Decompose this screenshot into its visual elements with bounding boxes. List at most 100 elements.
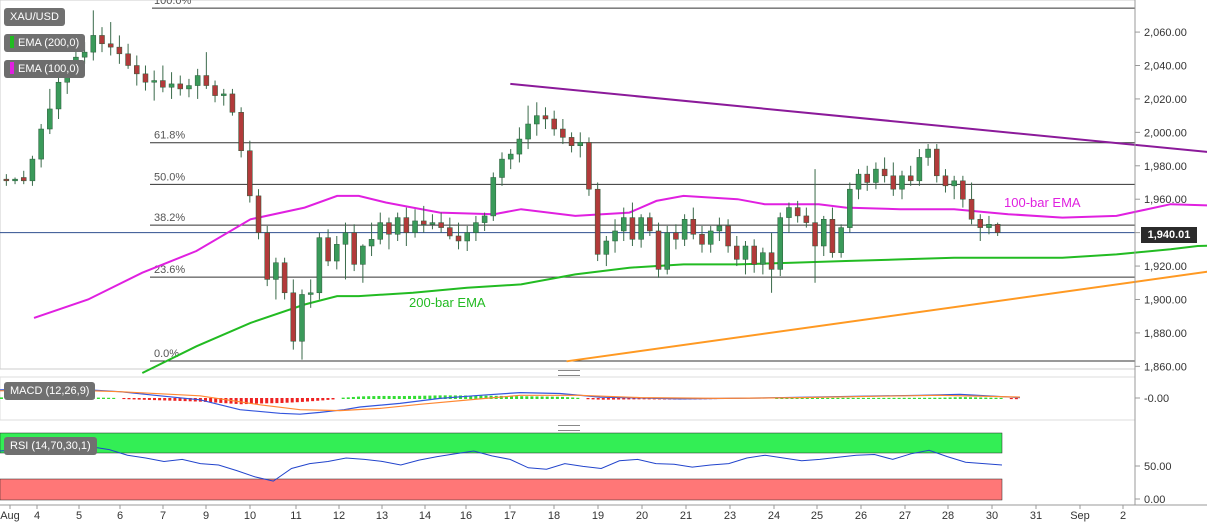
candle-body [734, 245, 740, 260]
macd-histogram-bar [173, 398, 177, 401]
x-tick-label: 18 [548, 510, 560, 522]
rsi-line [0, 444, 1003, 482]
macd-histogram-bar [96, 397, 100, 399]
candle-body [386, 222, 392, 235]
candle-body [151, 80, 157, 83]
macd-histogram-bar [555, 396, 559, 399]
macd-histogram-bar [627, 398, 631, 400]
candle-body [742, 245, 749, 260]
candle-body [638, 217, 644, 240]
macd-histogram-bar [826, 397, 830, 399]
macd-histogram-bar [974, 397, 978, 399]
candle-body [299, 294, 305, 342]
candle-body [160, 80, 166, 88]
macd-histogram-bar [239, 398, 243, 405]
macd-histogram-bar [158, 398, 162, 401]
macd-histogram-bar [183, 398, 187, 402]
macd-histogram-bar [153, 398, 156, 401]
macd-histogram-bar [270, 398, 274, 404]
candle-body [716, 225, 723, 232]
candle-body [664, 232, 670, 270]
macd-histogram-bar [438, 395, 442, 399]
macd-histogram-bar [214, 398, 218, 403]
rsi-badge[interactable]: RSI (14,70,30,1) [4, 437, 97, 455]
candle-body [699, 234, 705, 245]
rsi-overbought-band [0, 432, 1003, 454]
macd-histogram-bar [775, 397, 779, 399]
macd-histogram-bar [351, 396, 355, 399]
macd-badge[interactable]: MACD (12,26,9) [4, 382, 96, 400]
macd-histogram-bar [861, 397, 865, 399]
ema200-annotation: 200-bar EMA [409, 295, 486, 310]
macd-panel [0, 376, 1136, 421]
upper-trendline [510, 82, 1207, 153]
signal-line [0, 389, 1021, 412]
x-tick-label: 11 [290, 510, 301, 522]
macd-histogram-bar [989, 397, 993, 399]
candle-body [968, 198, 975, 220]
macd-histogram-bar [377, 395, 381, 399]
ema100-annotation: 100-bar EMA [1004, 195, 1081, 210]
macd-histogram-bar [147, 398, 151, 400]
macd-histogram-bar [958, 397, 962, 399]
candle-body [925, 148, 931, 158]
x-tick-label: 31 [1030, 510, 1042, 522]
candle-body [690, 219, 697, 235]
macd-histogram-bar [622, 398, 626, 400]
ema100-line [33, 194, 1207, 319]
y-tick-label: 2,040.00 [1144, 61, 1187, 73]
candle-body [3, 178, 10, 182]
fib-label: 50.0% [154, 171, 185, 183]
rsi-label: RSI (14,70,30,1) [10, 440, 91, 452]
macd-histogram-bar [413, 395, 417, 399]
macd-histogram-bar [275, 398, 279, 404]
macd-histogram-bar [525, 396, 529, 399]
x-tick-label: 27 [899, 510, 911, 522]
macd-histogram-bar [872, 397, 876, 399]
candle-body [368, 239, 375, 247]
candle-body [464, 232, 470, 242]
candle-body [186, 85, 192, 90]
candle-body [603, 240, 610, 255]
candle-body [107, 43, 114, 48]
macd-histogram-bar [841, 397, 845, 399]
ema100-badge[interactable]: EMA (100,0) [4, 60, 86, 78]
macd-histogram-bar [1009, 398, 1013, 400]
macd-histogram-bar [464, 395, 468, 399]
macd-histogram-bar [948, 397, 952, 399]
candle-body [820, 219, 827, 247]
x-tick-label: 23 [724, 510, 736, 522]
current-price-label: 1,940.01 [1141, 227, 1197, 243]
symbol-badge[interactable]: XAU/USD [4, 8, 65, 26]
ema100-swatch [10, 62, 14, 74]
macd-histogram-bar [928, 397, 932, 399]
rsi-resize-handle[interactable] [558, 425, 580, 431]
x-tick-label: 28 [942, 510, 954, 522]
macd-histogram-bar [856, 397, 860, 399]
macd-histogram-bar [831, 397, 835, 399]
x-tick-label: 16 [460, 510, 472, 522]
macd-histogram-bar [821, 397, 825, 399]
macd-histogram-bar [530, 396, 534, 399]
macd-histogram-bar [515, 396, 519, 399]
candle-body [447, 227, 453, 237]
macd-resize-handle[interactable] [558, 370, 580, 376]
macd-histogram-bar [372, 396, 376, 399]
candle-body [994, 224, 1001, 233]
macd-histogram-bar [520, 396, 524, 399]
candle-body [916, 157, 923, 182]
macd-histogram-bar [331, 398, 335, 400]
candle-body [934, 148, 940, 177]
candle-body [899, 175, 905, 190]
candle-body [438, 222, 444, 228]
candle-body [360, 245, 366, 265]
macd-histogram-bar [300, 398, 304, 402]
candle-body [481, 215, 488, 223]
candle-body [142, 73, 149, 83]
candle-body [951, 180, 957, 187]
candle-body [838, 227, 844, 253]
candle-body [907, 175, 914, 182]
ema200-badge[interactable]: EMA (200,0) [4, 34, 86, 52]
x-tick-label: 14 [419, 510, 431, 522]
